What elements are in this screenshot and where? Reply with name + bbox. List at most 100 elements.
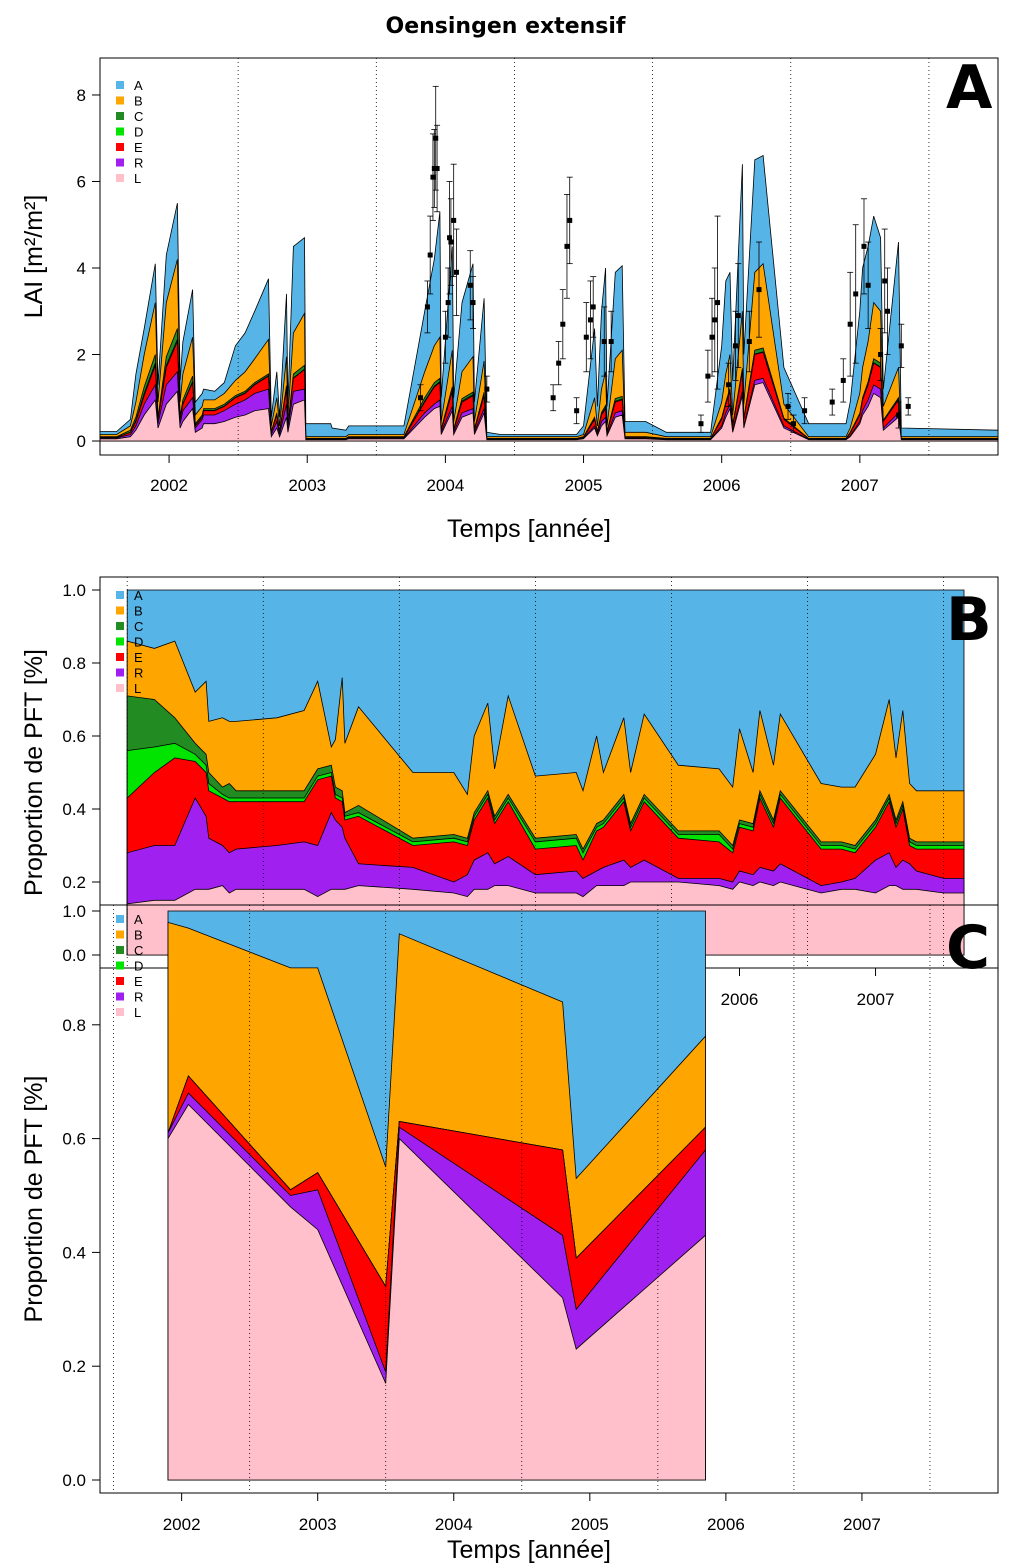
observation-point [746, 339, 752, 345]
observation-point [590, 304, 596, 310]
observation-point [587, 317, 593, 323]
observation-point [733, 343, 739, 349]
panel-letter: B [946, 585, 992, 655]
observation-point [791, 421, 797, 427]
observation-point [726, 382, 732, 388]
observation-point [898, 343, 904, 349]
observation-point [715, 300, 721, 306]
legend-swatch-C [116, 622, 124, 630]
y-tick-label: 2 [77, 345, 86, 364]
legend-swatch-E [116, 143, 124, 151]
x-tick-label: 2003 [299, 1515, 337, 1534]
y-tick-label: 0.2 [62, 873, 86, 892]
observation-point [698, 421, 704, 427]
observation-point [601, 339, 607, 345]
observation-point [434, 166, 440, 172]
x-tick-label: 2003 [288, 476, 326, 495]
y-tick-label: 0 [77, 432, 86, 451]
observation-point [424, 304, 430, 310]
x-tick-label: 2006 [721, 990, 759, 1009]
x-tick-label: 2002 [150, 476, 188, 495]
legend-label-E: E [134, 974, 143, 989]
legend-label-B: B [134, 604, 143, 619]
y-tick-label: 6 [77, 172, 86, 191]
observation-point [448, 239, 454, 245]
legend-swatch-A [116, 591, 124, 599]
legend-swatch-L [116, 684, 124, 692]
observation-point [447, 235, 453, 241]
y-tick-label: 8 [77, 86, 86, 105]
x-tick-label: 2007 [857, 990, 895, 1009]
legend-label-R: R [134, 156, 143, 171]
legend-label-D: D [134, 635, 143, 650]
y-axis-label: Proportion de PFT [%] [20, 1076, 48, 1323]
observation-point [583, 334, 589, 340]
legend-label-L: L [134, 681, 141, 696]
observation-point [567, 217, 573, 223]
observation-point [451, 217, 457, 223]
legend-label-B: B [134, 94, 143, 109]
observation-point [896, 412, 902, 418]
legend-label-B: B [134, 928, 143, 943]
observation-point [709, 334, 715, 340]
legend-swatch-R [116, 668, 124, 677]
y-tick-label: 0.0 [62, 1471, 86, 1490]
x-tick-label: 2006 [703, 476, 741, 495]
y-tick-label: 0.4 [62, 800, 86, 819]
legend-label-E: E [134, 140, 143, 155]
observation-point [433, 135, 439, 141]
legend-label-L: L [134, 1005, 141, 1020]
observation-point [445, 300, 451, 306]
x-axis-label: Temps [année] [447, 515, 611, 543]
observation-point [427, 252, 433, 258]
legend-label-C: C [134, 109, 143, 124]
area-series-L [99, 382, 999, 442]
observation-point [847, 321, 853, 327]
x-tick-label: 2005 [565, 476, 603, 495]
y-tick-label: 0.6 [62, 727, 86, 746]
legend-swatch-L [116, 174, 124, 182]
panel-letter: C [946, 913, 990, 983]
panel-letter: A [946, 53, 993, 123]
y-tick-label: 0.0 [62, 946, 86, 965]
legend-swatch-R [116, 158, 124, 167]
observation-point [882, 278, 888, 284]
observation-point [840, 377, 846, 383]
observation-point [865, 282, 871, 288]
observation-point [608, 339, 614, 345]
observation-point [905, 403, 911, 409]
y-axis-label: Proportion de PFT [%] [20, 649, 48, 896]
legend-swatch-B [116, 930, 124, 939]
x-tick-label: 2005 [571, 1515, 609, 1534]
legend-label-A: A [134, 912, 143, 927]
observation-point [418, 395, 424, 401]
observation-point [756, 287, 762, 293]
x-tick-label: 2004 [435, 1515, 473, 1534]
observation-point [878, 351, 884, 357]
observation-point [467, 282, 473, 288]
observation-point [785, 403, 791, 409]
observation-point [884, 308, 890, 314]
observation-point [802, 408, 808, 414]
observation-point [430, 174, 436, 180]
observation-point [550, 395, 556, 401]
area-series-L [167, 1103, 706, 1481]
legend-label-R: R [134, 666, 143, 681]
legend-swatch-D [116, 637, 124, 646]
legend-swatch-E [116, 977, 124, 985]
legend-label-C: C [134, 619, 143, 634]
legend-swatch-A [116, 81, 124, 89]
legend-swatch-E [116, 653, 124, 661]
y-tick-label: 1.0 [62, 902, 86, 921]
observation-point [861, 243, 867, 249]
y-tick-label: 1.0 [62, 581, 86, 600]
observation-point [735, 313, 741, 319]
observation-point [712, 317, 718, 323]
y-tick-label: 0.8 [62, 654, 86, 673]
observation-point [705, 373, 711, 379]
panel-a-lai-chart: 0 2 4 6 8 2002 2003 2004 2005 2006 2007 Temps [anné… [20, 53, 999, 543]
observation-point [829, 399, 835, 405]
legend-swatch-C [116, 112, 124, 120]
y-tick-label: 4 [77, 259, 86, 278]
